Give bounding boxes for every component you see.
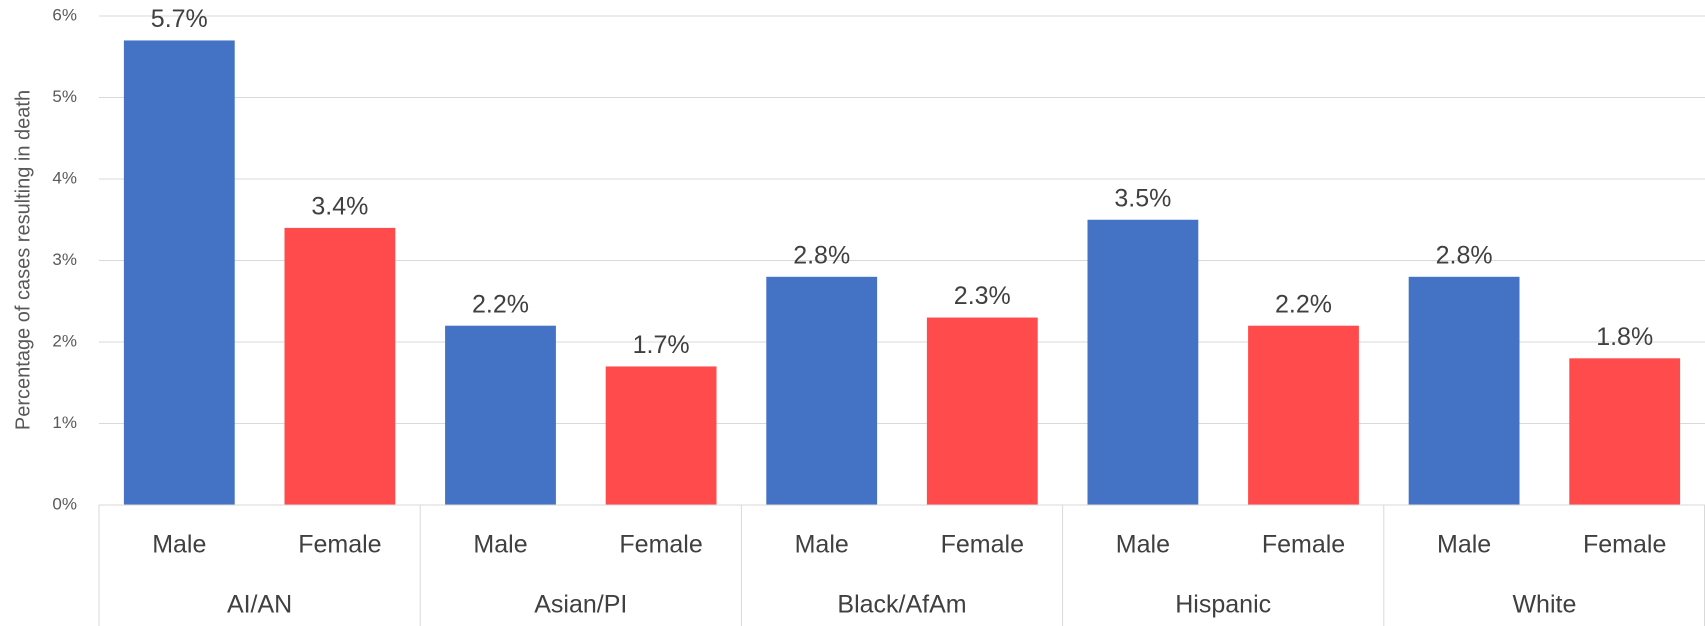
- x-tick-label: Female: [619, 531, 702, 559]
- bar: [926, 317, 1038, 505]
- data-label: 2.3%: [954, 282, 1011, 310]
- x-tick-label: Male: [795, 531, 849, 559]
- group-label: AI/AN: [227, 591, 292, 619]
- x-tick-label: Female: [1583, 531, 1666, 559]
- data-label: 2.2%: [1275, 290, 1332, 318]
- bar: [605, 366, 717, 505]
- y-tick-label: 5%: [52, 87, 77, 106]
- x-tick-label: Male: [473, 531, 527, 559]
- bar: [1408, 276, 1520, 505]
- bar: [1569, 358, 1681, 505]
- y-tick-label: 3%: [52, 250, 77, 269]
- y-tick-label: 1%: [52, 413, 77, 432]
- x-tick-label: Female: [298, 531, 381, 559]
- bar: [445, 325, 556, 505]
- x-tick-label: Female: [941, 531, 1024, 559]
- data-label: 3.4%: [311, 193, 368, 221]
- y-tick-label: 4%: [52, 168, 77, 187]
- data-label: 1.8%: [1596, 323, 1653, 351]
- bar: [1087, 219, 1199, 505]
- y-tick-label: 0%: [52, 494, 77, 513]
- x-tick-label: Male: [1437, 531, 1491, 559]
- data-label: 1.7%: [633, 331, 690, 359]
- x-tick-label: Female: [1262, 531, 1345, 559]
- group-label: Hispanic: [1175, 591, 1271, 619]
- group-label: Asian/PI: [534, 591, 627, 619]
- bar: [123, 40, 235, 505]
- data-label: 5.7%: [151, 5, 208, 33]
- data-label: 2.8%: [793, 241, 850, 269]
- bar: [284, 227, 396, 505]
- x-tick-label: Male: [1116, 531, 1170, 559]
- x-tick-label: Male: [152, 531, 206, 559]
- y-tick-label: 2%: [52, 331, 77, 350]
- bar: [766, 276, 878, 505]
- y-axis-label: Percentage of cases resulting in death: [12, 90, 34, 430]
- y-tick-label: 6%: [52, 5, 77, 24]
- group-label: Black/AfAm: [837, 591, 966, 619]
- data-label: 2.2%: [472, 290, 529, 318]
- bar: [1248, 325, 1359, 505]
- data-label: 3.5%: [1114, 184, 1171, 212]
- group-label: White: [1512, 591, 1576, 619]
- data-label: 2.8%: [1436, 241, 1493, 269]
